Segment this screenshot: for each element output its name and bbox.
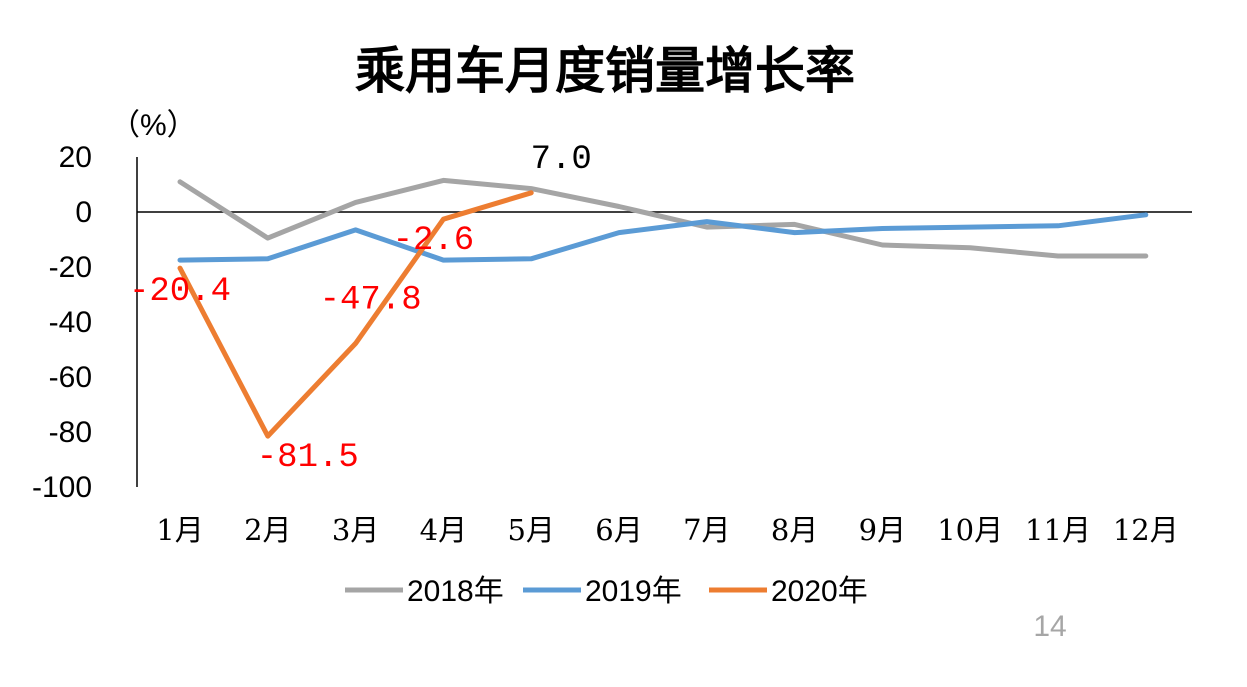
data-label: -20.4: [129, 273, 231, 311]
y-tick-label: -80: [49, 416, 92, 449]
y-tick-label: -40: [49, 306, 92, 339]
x-tick-label: 5月: [507, 513, 554, 547]
x-tick-label: 12月: [1113, 513, 1179, 547]
series-line-2020年: [177, 190, 534, 439]
y-tick-label: -60: [49, 361, 92, 394]
x-tick-label: 4月: [420, 513, 467, 547]
data-label: -2.6: [393, 222, 475, 260]
y-axis-ticks: 20 0 -20 -40 -60 -80 -100: [32, 141, 92, 504]
data-label: -47.8: [320, 281, 422, 319]
chart-title: 乘用车月度销量增长率: [355, 42, 855, 100]
data-annotations: -20.4 -81.5 -47.8 -2.6 7.0: [129, 141, 592, 477]
series-line-2019年: [177, 212, 1149, 263]
legend-label: 2019年: [585, 575, 682, 608]
x-tick-label: 2月: [244, 513, 291, 547]
x-axis-ticks: 1月 2月 3月 4月 5月 6月 7月 8月 9月 10月 11月 12月: [156, 513, 1178, 547]
y-axis-unit-label: （%）: [110, 109, 197, 142]
legend-label: 2020年: [771, 575, 868, 608]
x-tick-label: 3月: [332, 513, 379, 547]
x-tick-label: 9月: [859, 513, 906, 547]
legend: 2018年 2019年 2020年: [345, 575, 868, 608]
y-tick-label: -100: [32, 471, 92, 504]
x-tick-label: 11月: [1025, 513, 1091, 547]
x-tick-label: 7月: [683, 513, 730, 547]
data-label: 7.0: [531, 141, 592, 179]
y-tick-label: 0: [75, 196, 92, 229]
data-label: -81.5: [257, 439, 359, 477]
page-number: 14: [1033, 610, 1066, 643]
x-tick-label: 6月: [595, 513, 642, 547]
x-tick-label: 8月: [771, 513, 818, 547]
series-lines: [177, 177, 1149, 439]
series-line-2018年: [177, 177, 1149, 259]
legend-label: 2018年: [407, 575, 504, 608]
x-tick-label: 1月: [156, 513, 203, 547]
x-tick-label: 10月: [937, 513, 1003, 547]
y-tick-label: 20: [59, 141, 92, 174]
y-tick-label: -20: [49, 251, 92, 284]
